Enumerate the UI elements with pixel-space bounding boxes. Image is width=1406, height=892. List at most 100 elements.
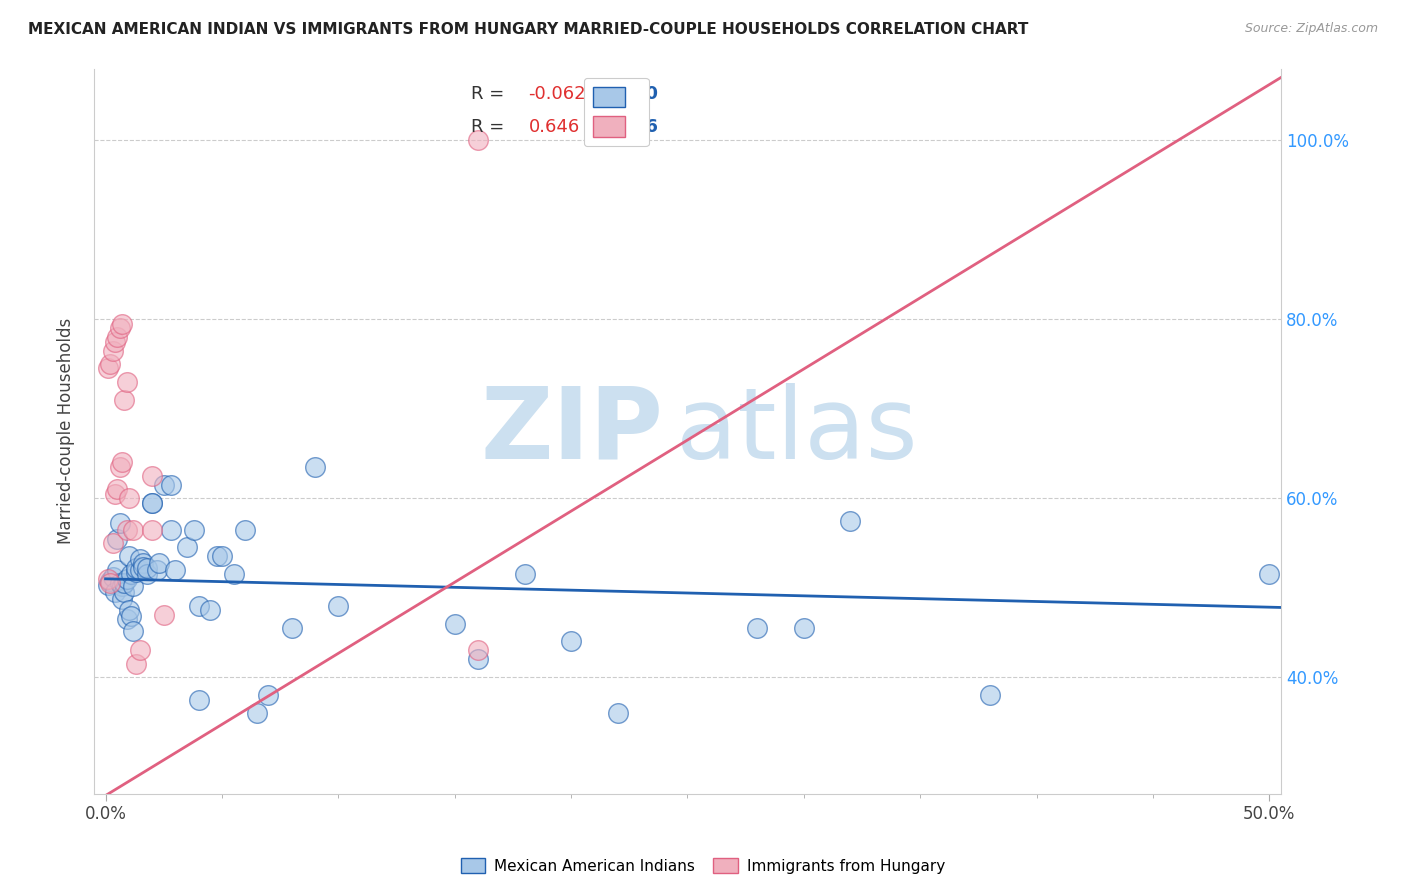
Point xyxy=(98,574,121,588)
Text: 0.646: 0.646 xyxy=(529,118,579,136)
Point xyxy=(129,643,152,657)
Point xyxy=(104,334,127,349)
Point xyxy=(176,541,198,555)
Point xyxy=(112,392,135,407)
Point xyxy=(101,570,124,584)
Point xyxy=(187,692,209,706)
Point xyxy=(97,578,120,592)
Point xyxy=(98,576,121,591)
Point xyxy=(105,563,128,577)
Point xyxy=(747,621,769,635)
Point xyxy=(141,523,163,537)
Point xyxy=(122,579,145,593)
Text: N =: N = xyxy=(591,85,624,103)
Point xyxy=(125,565,148,579)
Point xyxy=(793,621,815,635)
Point xyxy=(97,361,120,376)
Text: ZIP: ZIP xyxy=(481,383,664,480)
Point xyxy=(233,523,256,537)
Legend: , : , xyxy=(583,78,648,146)
Point xyxy=(211,549,233,564)
Point xyxy=(125,561,148,575)
Point xyxy=(111,317,134,331)
Point xyxy=(108,516,131,531)
Y-axis label: Married-couple Households: Married-couple Households xyxy=(58,318,75,544)
Text: R =: R = xyxy=(471,85,505,103)
Point xyxy=(104,585,127,599)
Point xyxy=(108,459,131,474)
Point xyxy=(152,607,174,622)
Point xyxy=(443,616,465,631)
Point xyxy=(467,652,489,666)
Point xyxy=(136,561,159,575)
Point xyxy=(979,688,1001,702)
Point xyxy=(105,532,128,546)
Point xyxy=(97,572,120,586)
Point xyxy=(141,496,163,510)
Text: Source: ZipAtlas.com: Source: ZipAtlas.com xyxy=(1244,22,1378,36)
Point xyxy=(115,612,138,626)
Point xyxy=(132,560,155,574)
Point xyxy=(328,599,350,613)
Point xyxy=(257,688,280,702)
Point xyxy=(467,643,489,657)
Point xyxy=(120,609,142,624)
Point xyxy=(467,133,489,147)
Point xyxy=(115,523,138,537)
Point xyxy=(839,514,862,528)
Point xyxy=(111,579,134,593)
Text: 26: 26 xyxy=(634,118,659,136)
Point xyxy=(104,487,127,501)
Point xyxy=(606,706,628,720)
Point xyxy=(111,455,134,469)
Point xyxy=(200,603,222,617)
Point xyxy=(159,523,181,537)
Point xyxy=(159,478,181,492)
Point xyxy=(105,483,128,497)
Text: MEXICAN AMERICAN INDIAN VS IMMIGRANTS FROM HUNGARY MARRIED-COUPLE HOUSEHOLDS COR: MEXICAN AMERICAN INDIAN VS IMMIGRANTS FR… xyxy=(28,22,1029,37)
Point xyxy=(112,576,135,591)
Point xyxy=(165,563,187,577)
Point xyxy=(187,599,209,613)
Point xyxy=(141,468,163,483)
Point xyxy=(101,536,124,550)
Point xyxy=(148,556,170,570)
Point xyxy=(513,567,536,582)
Point xyxy=(118,549,141,564)
Point xyxy=(125,657,148,671)
Point xyxy=(120,567,142,582)
Text: 60: 60 xyxy=(634,85,659,103)
Point xyxy=(560,634,582,648)
Point xyxy=(246,706,269,720)
Point xyxy=(207,549,229,564)
Point xyxy=(115,375,138,389)
Point xyxy=(111,592,134,607)
Point xyxy=(222,567,245,582)
Point xyxy=(115,572,138,586)
Legend: Mexican American Indians, Immigrants from Hungary: Mexican American Indians, Immigrants fro… xyxy=(454,852,952,880)
Point xyxy=(183,523,205,537)
Point xyxy=(108,321,131,335)
Point xyxy=(136,567,159,582)
Point xyxy=(141,496,163,510)
Point xyxy=(146,563,169,577)
Point xyxy=(129,552,152,566)
Point xyxy=(152,478,174,492)
Point xyxy=(108,576,131,591)
Text: N =: N = xyxy=(591,118,624,136)
Text: -0.062: -0.062 xyxy=(529,85,586,103)
Point xyxy=(101,343,124,358)
Point xyxy=(122,523,145,537)
Point xyxy=(105,330,128,344)
Text: R =: R = xyxy=(471,118,505,136)
Point xyxy=(98,357,121,371)
Point xyxy=(129,563,152,577)
Point xyxy=(112,585,135,599)
Point xyxy=(118,603,141,617)
Point xyxy=(118,491,141,506)
Point xyxy=(1258,567,1281,582)
Point xyxy=(304,459,326,474)
Point xyxy=(281,621,304,635)
Point xyxy=(132,556,155,570)
Point xyxy=(122,624,145,638)
